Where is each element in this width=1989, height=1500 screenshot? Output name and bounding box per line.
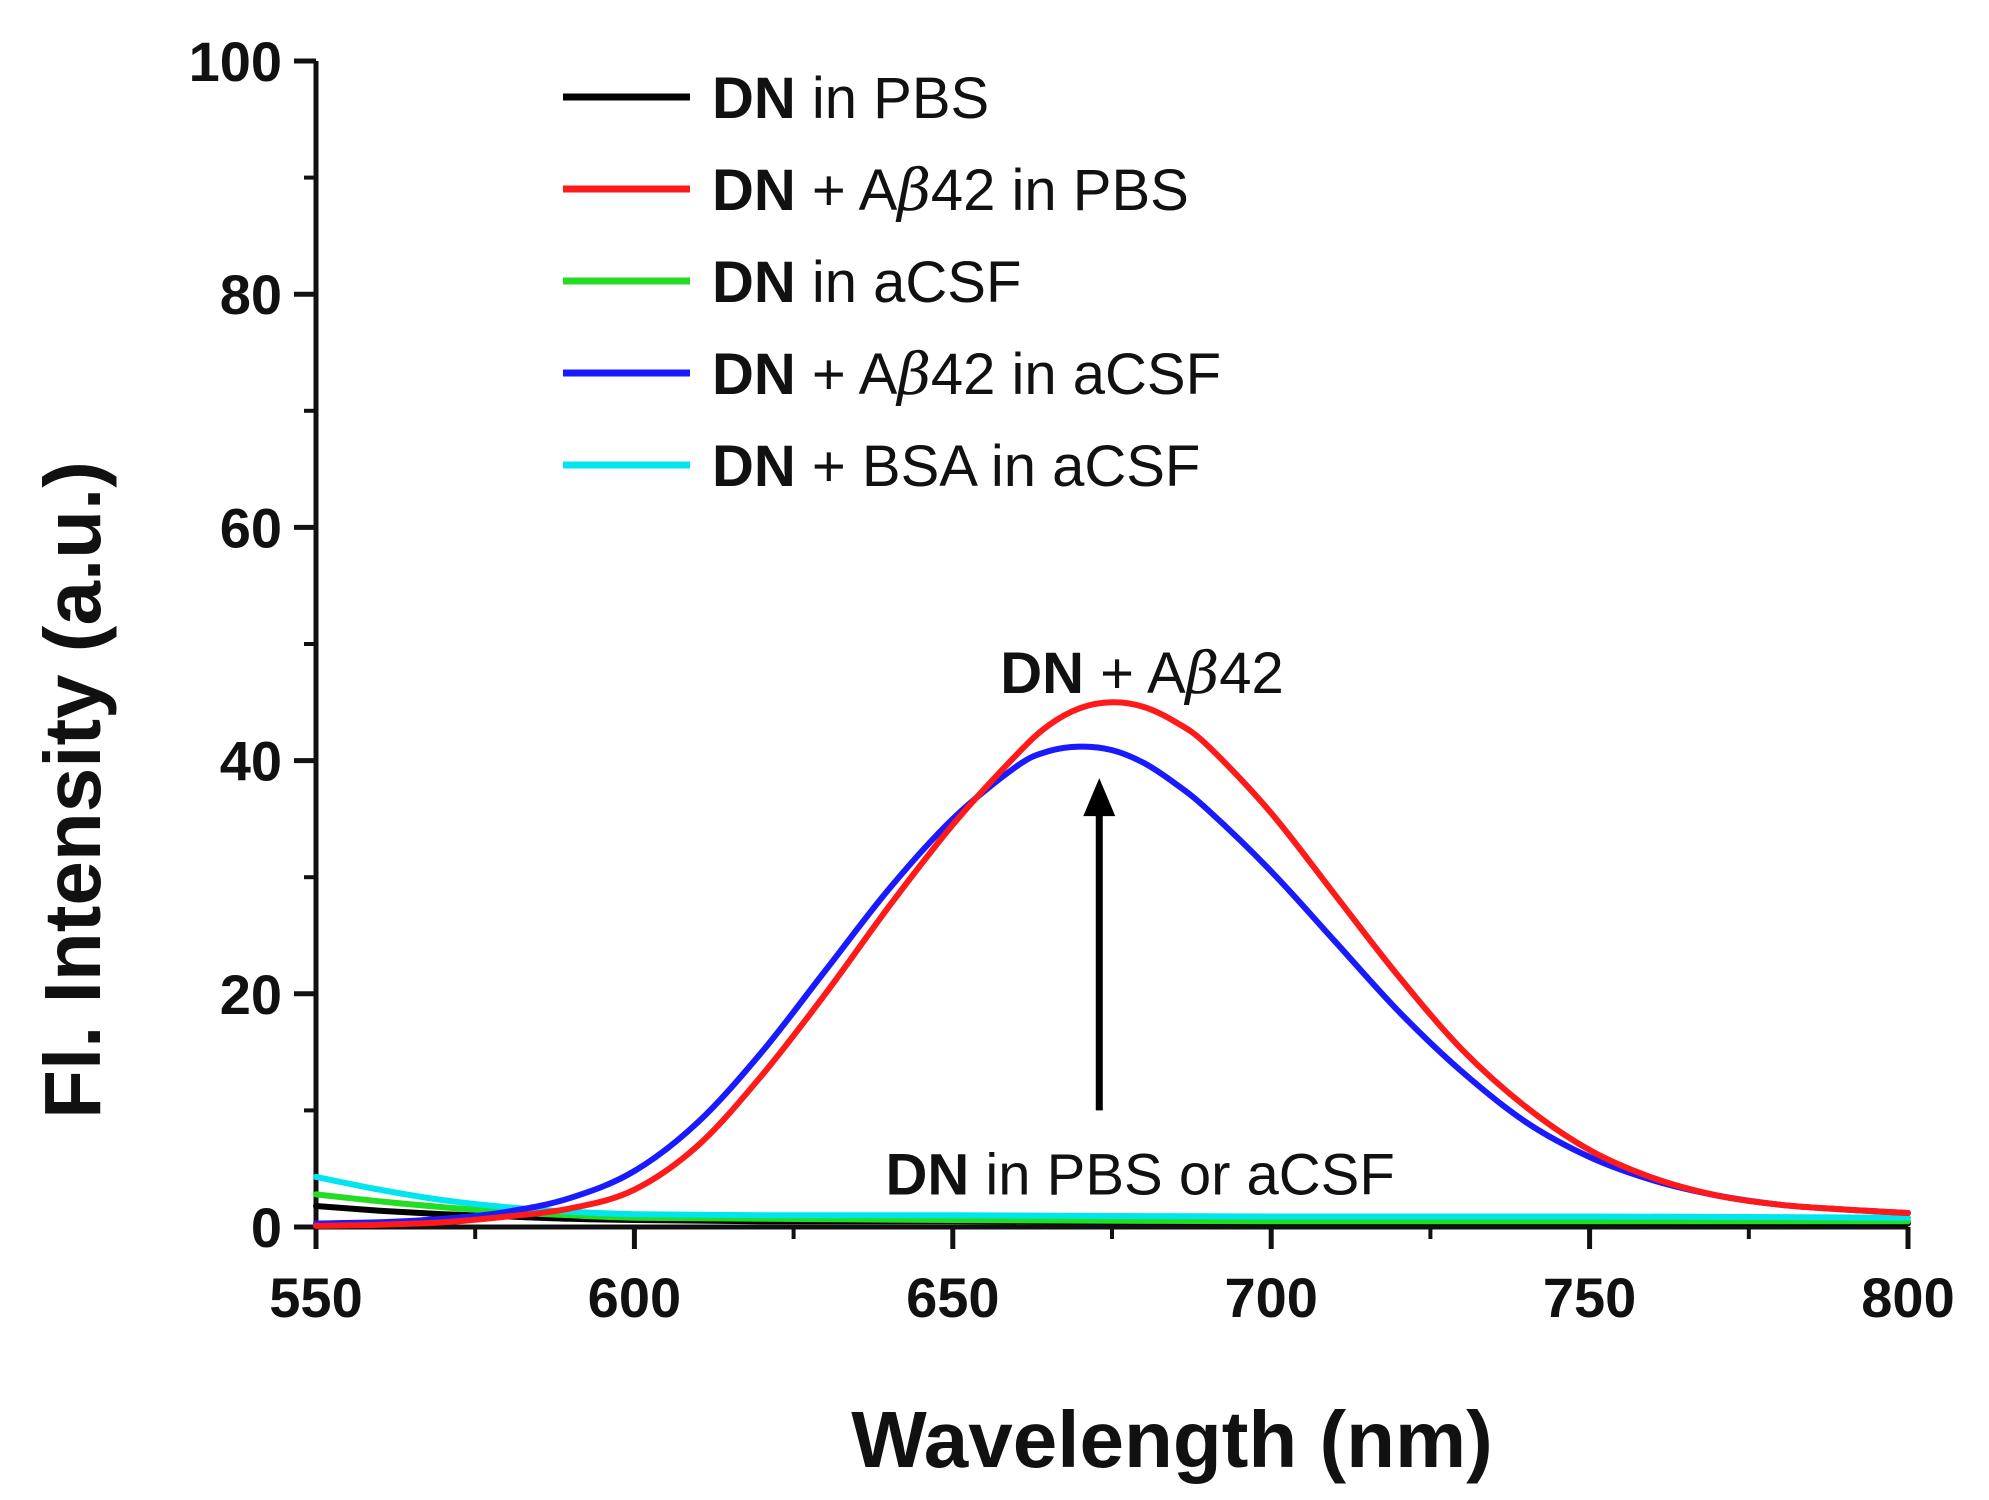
x-tick-label: 550 <box>269 1266 362 1329</box>
arrow-head <box>1083 778 1116 817</box>
x-tick-label: 750 <box>1543 1266 1636 1329</box>
series-line-2 <box>313 1191 1911 1225</box>
legend-item: DN + Aβ42 in aCSF <box>563 340 1221 408</box>
baseline-annotation: DN in PBS or aCSF <box>886 1143 1395 1208</box>
legend-label: DN in PBS <box>712 66 989 131</box>
x-tick-label: 650 <box>906 1266 999 1329</box>
y-tick-label: 20 <box>220 963 282 1026</box>
series-line-1 <box>313 699 1911 1229</box>
x-tick-label: 800 <box>1861 1266 1954 1329</box>
legend-item: DN + Aβ42 in PBS <box>563 156 1189 224</box>
y-tick-label: 0 <box>251 1196 282 1259</box>
legend-item: DN + BSA in aCSF <box>563 434 1200 499</box>
y-tick-label: 60 <box>220 496 282 559</box>
legend: DN in PBS DN + Aβ42 in PBS DN in aCSF DN + … <box>563 66 1221 499</box>
legend-label: DN + BSA in aCSF <box>712 434 1200 499</box>
annotation-layer: DN + Aβ42 DN in PBS or aCSF <box>886 639 1395 1207</box>
y-axis-title: Fl. Intensity (a.u.) <box>28 461 117 1119</box>
x-tick-label: 600 <box>588 1266 681 1329</box>
legend-label: DN + Aβ42 in aCSF <box>712 340 1221 408</box>
y-tick-label: 40 <box>220 730 282 793</box>
series-line-4 <box>313 1173 1911 1221</box>
y-tick-label: 100 <box>189 30 282 93</box>
legend-label: DN + Aβ42 in PBS <box>712 156 1189 224</box>
legend-item: DN in aCSF <box>563 250 1021 315</box>
x-axis-title: Wavelength (nm) <box>851 1395 1492 1484</box>
peak-annotation: DN + Aβ42 <box>1000 639 1283 707</box>
y-tick-label: 80 <box>220 263 282 326</box>
series-layer <box>313 699 1911 1229</box>
x-tick-label: 700 <box>1224 1266 1317 1329</box>
legend-label: DN in aCSF <box>712 250 1021 315</box>
legend-item: DN in PBS <box>563 66 989 131</box>
axes-layer: 0 20 40 60 80 100 550 600 650 700 750 800 <box>189 30 1955 1329</box>
series-line-3 <box>313 743 1911 1227</box>
